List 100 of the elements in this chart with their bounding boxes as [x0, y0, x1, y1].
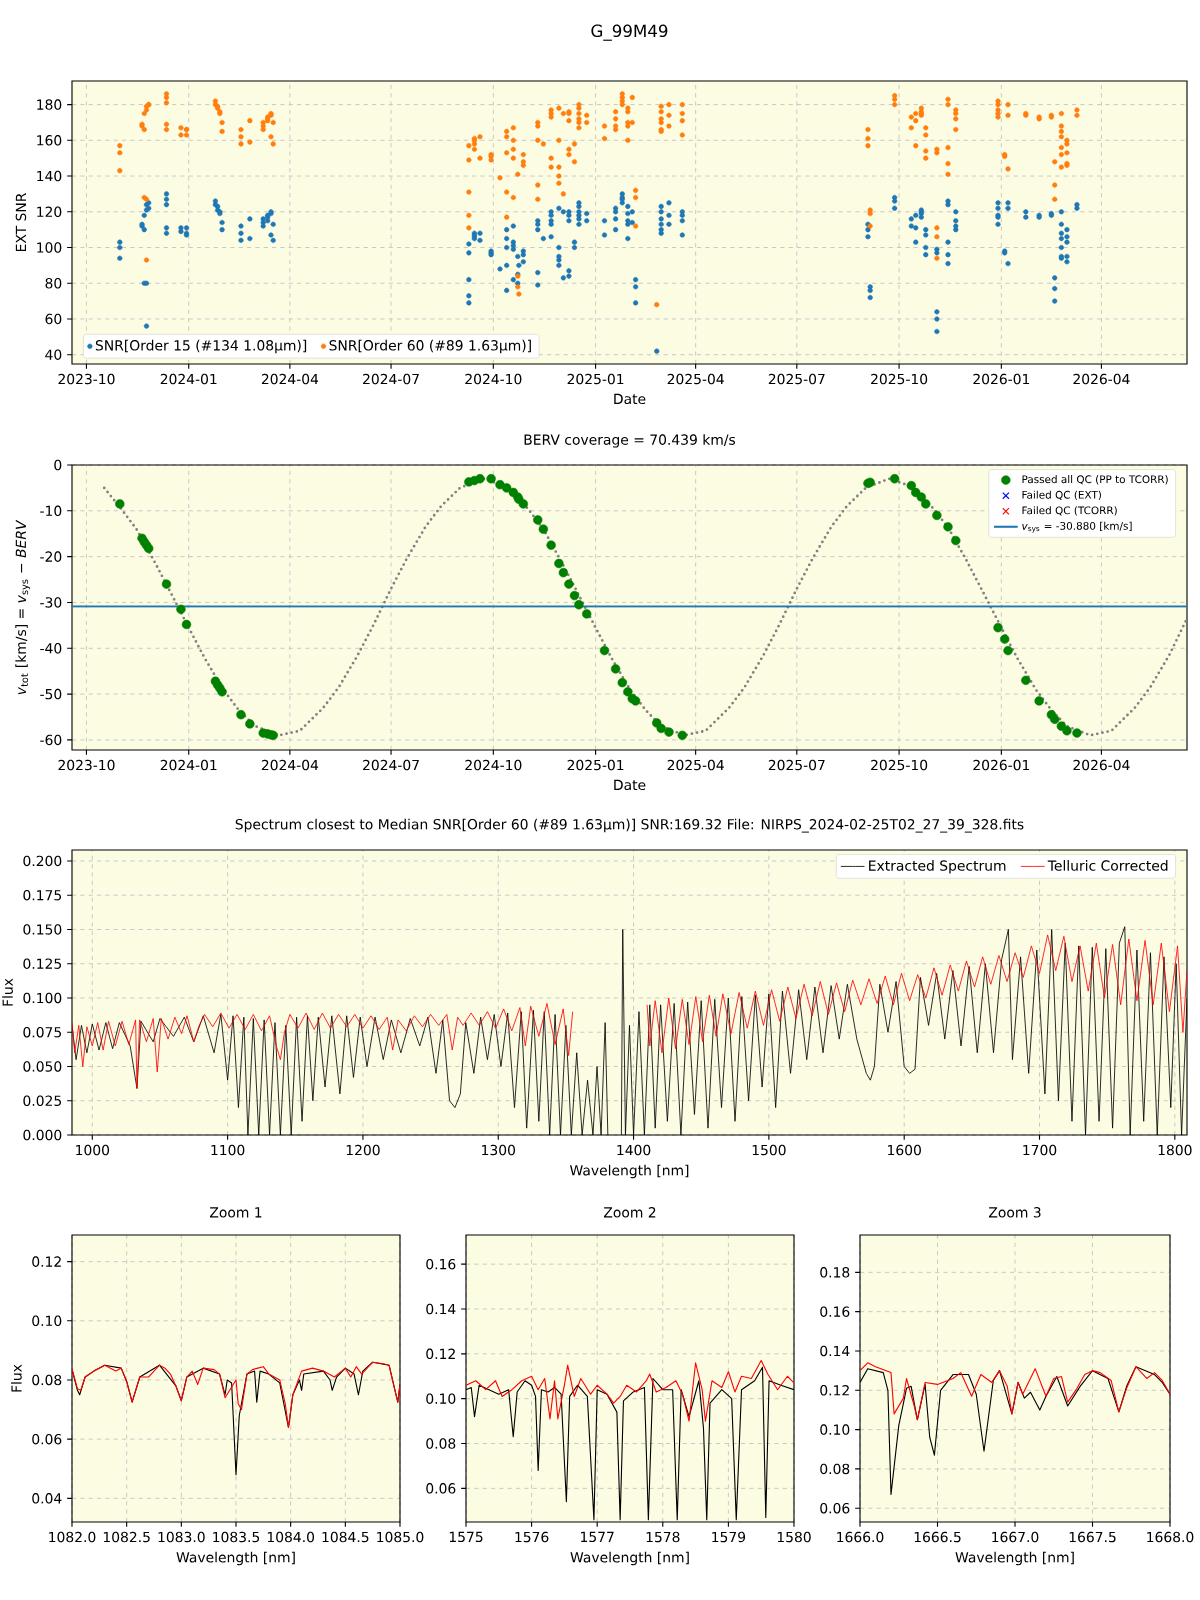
x-tick-label: 2026-01 — [973, 759, 1030, 771]
legend-label: Extracted Spectrum — [869, 860, 1006, 874]
y-tick-label: 0.10 — [820, 1424, 850, 1435]
x-tick-label: 1577 — [581, 1531, 614, 1543]
chart-title: BERV coverage = 70.439 km/s — [524, 434, 736, 448]
y-tick-label: -50 — [40, 688, 62, 700]
x-tick-label: 2025-07 — [768, 759, 825, 771]
x-tick-label: 1667.5 — [1069, 1531, 1116, 1543]
legend-label: Passed all QC (PP to TCORR) — [1022, 475, 1168, 485]
x-tick-label: 1576 — [515, 1531, 549, 1543]
x-tick-label: 2024-04 — [261, 759, 319, 771]
line-series — [466, 1360, 794, 1422]
legend-label: v$_{sys}$ = -30.880 [km/s] — [1022, 521, 1132, 533]
y-tick-label: 100 — [37, 242, 62, 253]
y-tick-label: -60 — [40, 734, 62, 746]
y-tick-label: 0.100 — [23, 992, 62, 1004]
x-tick-label: 1300 — [482, 1144, 515, 1156]
x-tick-label: 2024-10 — [465, 373, 522, 385]
x-tick-label: 1666.0 — [837, 1531, 884, 1543]
x-tick-label: 1200 — [346, 1144, 380, 1156]
line-series — [860, 1362, 1170, 1421]
x-axis-title: Wavelength [nm] — [570, 1551, 689, 1566]
x-tick-label: 1083.5 — [213, 1531, 260, 1543]
x-tick-label: 2024-10 — [465, 759, 522, 771]
chart-title: Zoom 3 — [988, 1207, 1041, 1218]
y-tick-label: 0.06 — [820, 1502, 850, 1514]
x-tick-label: 1667.0 — [992, 1531, 1039, 1543]
x-tick-label: 1082.5 — [103, 1531, 150, 1543]
y-axis-title: Flux — [11, 1364, 22, 1392]
legend-label: Failed QC (TCORR) — [1022, 506, 1117, 516]
x-tick-label: 2024-01 — [160, 373, 217, 385]
x-tick-label: 1082.0 — [49, 1531, 96, 1543]
x-tick-label: 2025-01 — [567, 759, 624, 771]
chart-title: Zoom 2 — [603, 1207, 656, 1218]
x-tick-label: 2025-04 — [667, 759, 724, 771]
chart-title: G_99M49 — [591, 24, 668, 41]
y-tick-label: 0.16 — [820, 1306, 850, 1317]
x-tick-label: 1668.0 — [1147, 1531, 1194, 1543]
y-tick-label: 0.08 — [820, 1463, 850, 1475]
x-tick-label: 1083.0 — [158, 1531, 205, 1543]
x-tick-label: 1666.5 — [914, 1531, 961, 1543]
y-tick-label: -30 — [40, 597, 62, 608]
y-tick-label: 0.14 — [426, 1303, 456, 1315]
y-tick-label: 0.175 — [23, 889, 62, 901]
y-tick-label: 0.18 — [820, 1267, 850, 1278]
y-tick-label: 0.000 — [23, 1129, 62, 1141]
x-tick-label: 1800 — [1158, 1144, 1192, 1156]
chart-title: Spectrum closest to Median SNR[Order 60 (#89 1.63μm)] SNR:169.32 File: NIRPS_2024-02-25T02_27_39_328.fits — [235, 818, 1024, 833]
x-tick-label: 2025-10 — [871, 373, 928, 385]
legend-label: Telluric Corrected — [1047, 860, 1168, 871]
x-tick-label: 2025-01 — [567, 373, 624, 385]
legend-label: SNR[Order 60 (#89 1.63μm)] — [329, 339, 531, 354]
x-tick-label: 1579 — [712, 1531, 746, 1543]
x-axis-title: Wavelength [nm] — [569, 1164, 689, 1179]
y-tick-label: 80 — [45, 277, 62, 289]
x-tick-label: 1600 — [888, 1144, 921, 1156]
x-axis-title: Date — [614, 779, 646, 791]
x-tick-label: 2024-07 — [363, 373, 419, 385]
y-tick-label: 0.06 — [32, 1433, 62, 1445]
y-tick-label: 140 — [37, 170, 62, 182]
x-tick-label: 2025-10 — [871, 759, 928, 771]
y-tick-label: 0.075 — [23, 1026, 62, 1038]
x-tick-label: 2026-04 — [1073, 759, 1130, 771]
x-tick-label: 2026-01 — [973, 373, 1030, 385]
x-tick-label: 2023-10 — [58, 373, 115, 385]
x-tick-label: 1578 — [646, 1531, 680, 1543]
y-tick-label: 160 — [37, 135, 62, 146]
legend-label: Failed QC (EXT) — [1022, 490, 1101, 500]
legend-label: SNR[Order 15 (#134 1.08μm)] — [95, 339, 307, 354]
x-axis-title: Wavelength [nm] — [176, 1551, 295, 1566]
x-tick-label: 1500 — [752, 1144, 786, 1156]
y-tick-label: 0.06 — [426, 1483, 456, 1494]
x-tick-label: 2026-04 — [1073, 373, 1130, 385]
y-tick-label: 0.200 — [23, 855, 62, 867]
y-tick-label: 0.125 — [23, 958, 62, 969]
x-tick-label: 1000 — [76, 1144, 110, 1156]
y-tick-label: -40 — [40, 643, 62, 654]
y-tick-label: 0.08 — [32, 1374, 62, 1386]
x-tick-label: 2024-01 — [160, 759, 217, 771]
x-tick-label: 1580 — [777, 1531, 811, 1543]
y-tick-label: -10 — [40, 505, 62, 517]
x-tick-label: 1084.0 — [267, 1531, 315, 1543]
x-tick-label: 2025-07 — [768, 373, 825, 385]
y-tick-label: 0.12 — [820, 1385, 849, 1396]
x-tick-label: 2025-04 — [667, 373, 724, 385]
y-tick-label: 0.150 — [23, 924, 62, 935]
x-tick-label: 2024-07 — [363, 759, 419, 771]
x-tick-label: 1085.0 — [377, 1531, 424, 1543]
y-tick-label: -20 — [40, 551, 62, 562]
y-tick-label: 0.10 — [32, 1315, 62, 1327]
y-axis-title: v$_{tot}$ [km/s] = v$_{sys}$ − BERV — [15, 519, 31, 695]
y-axis-title: EXT SNR — [15, 192, 27, 252]
chart-title: Zoom 1 — [209, 1207, 262, 1218]
y-tick-label: 0.16 — [426, 1258, 456, 1270]
x-tick-label: 2024-04 — [261, 373, 319, 385]
y-tick-label: 120 — [37, 206, 62, 218]
y-tick-label: 0.12 — [426, 1348, 455, 1360]
x-axis-title: Date — [614, 393, 646, 405]
y-axis-title: Flux — [2, 978, 13, 1006]
y-tick-label: 0 — [54, 459, 62, 471]
